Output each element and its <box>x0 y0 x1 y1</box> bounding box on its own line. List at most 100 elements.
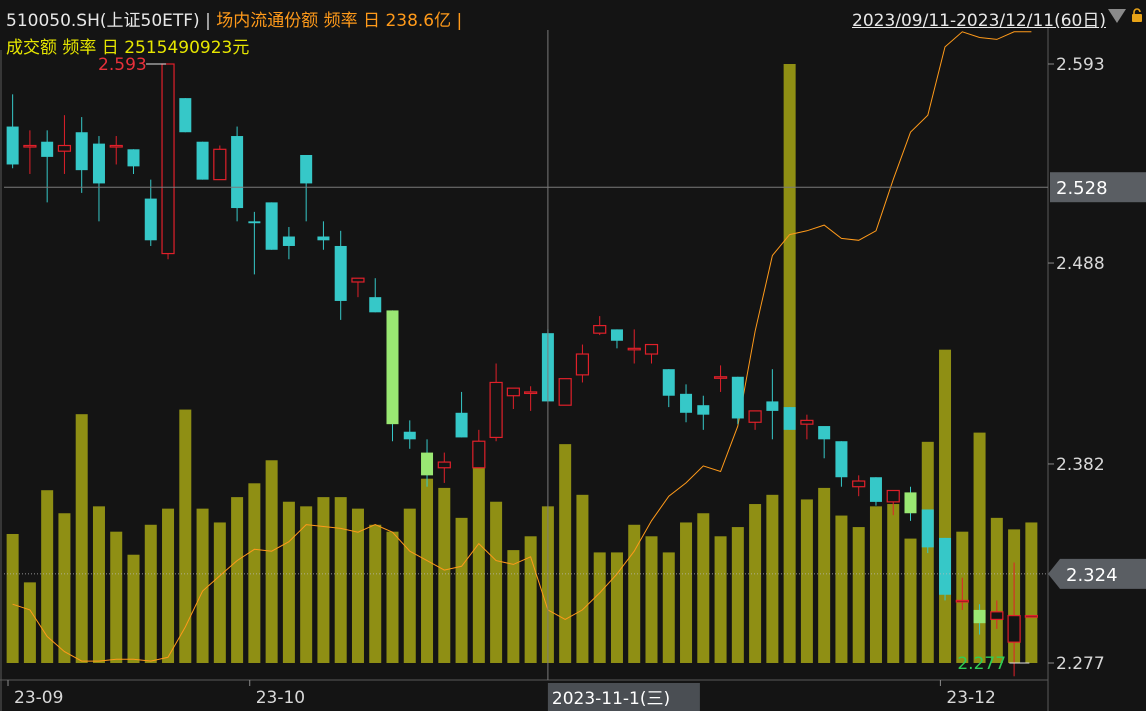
price-tick-label: 2.382 <box>1056 455 1105 475</box>
volume-bar <box>524 536 537 663</box>
last-price-label: 2.324 <box>1066 565 1118 586</box>
volume-bar <box>973 432 986 663</box>
volume-bar <box>628 524 641 663</box>
crosshair-date-badge <box>547 683 700 711</box>
candle-body <box>939 537 952 595</box>
candle-body <box>731 376 744 419</box>
candle-body <box>748 410 762 423</box>
candle-body <box>558 378 572 406</box>
candle-body <box>713 376 728 379</box>
candle-body <box>23 144 37 148</box>
volume-bar <box>196 508 209 663</box>
candle-body <box>334 245 347 301</box>
volume-bar <box>904 538 917 663</box>
volume-bar <box>749 504 762 663</box>
symbol-label: 510050.SH(上证50ETF) <box>6 11 200 31</box>
volume-bar <box>300 506 313 663</box>
volume-bar <box>110 531 123 663</box>
volume-bar <box>852 527 865 663</box>
candle-body <box>403 431 416 440</box>
max-price-marker: 2.593 <box>98 55 147 75</box>
volume-bar <box>576 494 589 663</box>
lock-icon[interactable] <box>1131 8 1143 22</box>
date-range-selector[interactable]: 2023/09/11-2023/12/11(60日) <box>852 11 1106 31</box>
candle-body <box>818 426 831 440</box>
volume-bar <box>455 517 468 663</box>
volume-bar <box>213 522 226 663</box>
candle-body <box>179 98 192 133</box>
candle-body <box>455 412 468 438</box>
header-separator: | <box>205 11 211 31</box>
candle-body <box>506 387 520 397</box>
time-tick-label: 23-12 <box>946 688 995 708</box>
volume-bar <box>472 462 485 663</box>
candle-body <box>593 324 607 334</box>
candle-body <box>662 369 675 396</box>
indicator-separator: | <box>456 11 463 31</box>
volume-bar <box>939 349 952 663</box>
candle-body <box>231 136 244 209</box>
candle-body <box>1007 615 1021 643</box>
volume-bar <box>714 536 727 663</box>
candle-body <box>610 329 623 341</box>
candle-body <box>265 202 278 250</box>
candle-body <box>109 144 123 148</box>
candle-body <box>575 353 590 376</box>
volume-bar <box>282 501 295 663</box>
candle-body <box>41 141 54 157</box>
volume-bar <box>248 483 261 663</box>
candle-body <box>766 401 779 411</box>
dropdown-triangle-icon[interactable] <box>1108 9 1126 23</box>
candle-body <box>369 297 382 313</box>
candle-body <box>144 198 157 241</box>
candle-body <box>248 221 261 224</box>
candle-body <box>973 609 986 624</box>
candle-body <box>351 277 365 283</box>
volume-bar <box>231 497 244 663</box>
candle-body <box>386 310 399 425</box>
min-price-marker: 2.277 <box>957 654 1006 674</box>
candle-body <box>6 126 19 165</box>
candle-body <box>421 452 434 476</box>
volume-bar <box>1025 522 1038 663</box>
volume-bar <box>265 460 278 663</box>
volume-label: 成交额 频率 日 2515490923元 <box>6 38 250 58</box>
time-tick-label: 23-10 <box>256 688 305 708</box>
volume-bar <box>783 64 796 663</box>
indicator-label: 场内流通份额 频率 日 238.6亿 <box>216 11 452 31</box>
candle-body <box>127 149 140 167</box>
volume-bar <box>334 497 347 663</box>
candle-body <box>213 148 227 181</box>
volume-bar <box>144 524 157 663</box>
volume-bar <box>23 582 36 663</box>
volume-bar <box>835 515 848 663</box>
candle-body <box>852 480 866 488</box>
volume-bar <box>887 504 900 663</box>
candle-body <box>644 343 659 355</box>
volume-bar <box>162 508 175 663</box>
volume-bar <box>559 444 572 663</box>
candle-body <box>697 405 710 415</box>
volume-bar <box>697 513 710 663</box>
volume-bar <box>680 522 693 663</box>
volume-bar <box>351 508 364 663</box>
candle-body <box>472 440 486 469</box>
volume-bar <box>369 524 382 663</box>
volume-bar <box>438 487 451 663</box>
volume-bar <box>593 552 606 663</box>
volume-bar <box>869 506 882 663</box>
candle-body <box>921 509 934 548</box>
price-tick-label: 2.488 <box>1056 254 1105 274</box>
candle-body <box>886 489 900 503</box>
candle-body <box>437 461 451 469</box>
chart-header: 510050.SH(上证50ETF) | 场内流通份额 频率 日 238.6亿 … <box>6 6 462 31</box>
volume-bar <box>179 409 192 663</box>
volume-bar <box>403 508 416 663</box>
last-price-badge <box>1048 558 1146 589</box>
volume-bar <box>662 552 675 663</box>
volume-bar <box>317 497 330 663</box>
candle-body <box>627 347 641 351</box>
volume-bar <box>421 478 434 663</box>
volume-bar <box>507 550 520 663</box>
